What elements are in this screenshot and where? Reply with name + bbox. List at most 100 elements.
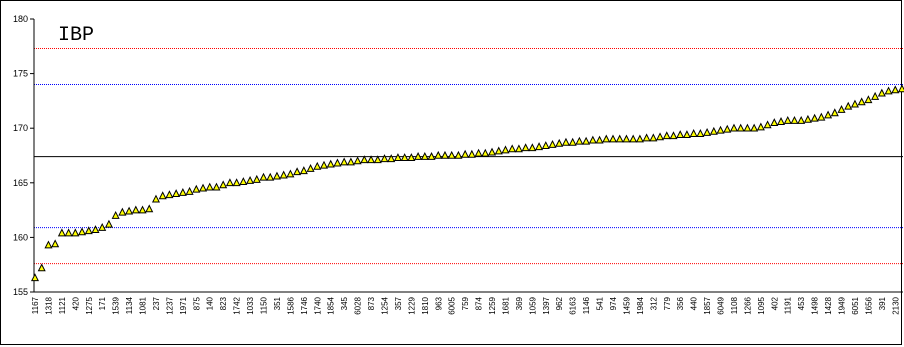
data-point	[481, 148, 490, 157]
data-point	[212, 182, 221, 191]
x-tick-label: 6051	[851, 296, 860, 314]
x-tick-label: 1586	[286, 296, 295, 314]
data-point	[91, 225, 100, 234]
data-point	[178, 188, 187, 196]
x-tick-label: 1108	[730, 296, 739, 314]
data-point	[84, 226, 93, 235]
data-point	[158, 191, 167, 200]
x-tick-label: 1949	[838, 296, 847, 314]
data-point	[326, 159, 335, 168]
data-point	[521, 143, 530, 152]
data-point	[252, 174, 261, 183]
data-point	[192, 184, 201, 193]
data-point	[474, 148, 483, 157]
data-point	[407, 153, 416, 161]
data-point	[434, 150, 443, 159]
y-tick-label: 170	[13, 123, 28, 133]
data-point	[151, 194, 160, 203]
x-tick-label: 453	[797, 296, 806, 310]
x-tick-label: 237	[152, 296, 161, 310]
data-point	[205, 182, 214, 191]
x-tick-label: 1397	[542, 296, 551, 314]
x-tick-label: 1059	[528, 296, 537, 314]
data-point	[508, 144, 517, 153]
data-point	[736, 123, 745, 132]
y-tick-label: 180	[13, 14, 28, 24]
data-point	[615, 134, 624, 143]
x-tick-label: 1254	[380, 296, 389, 314]
data-point	[461, 149, 470, 158]
data-point	[877, 88, 886, 97]
data-point	[78, 227, 87, 236]
title-background	[50, 20, 136, 48]
x-tick-label: 1498	[811, 296, 820, 314]
data-point	[703, 127, 712, 136]
x-tick-label: 2130	[891, 296, 900, 314]
data-point	[797, 115, 806, 124]
x-tick-label: 369	[515, 296, 524, 310]
x-tick-label: 873	[367, 296, 376, 310]
x-tick-label: 312	[649, 296, 658, 310]
data-point	[602, 134, 611, 143]
data-point	[608, 134, 618, 143]
x-tick-label: 345	[340, 296, 349, 310]
data-point	[353, 156, 362, 165]
x-tick-label: 402	[770, 296, 779, 310]
data-point	[682, 130, 691, 139]
x-tick-label: 1681	[501, 296, 510, 314]
data-point	[37, 263, 46, 272]
data-point	[642, 133, 651, 142]
data-point	[414, 151, 423, 160]
data-points	[30, 84, 904, 282]
x-tick-label: 1971	[179, 296, 188, 314]
data-point	[172, 189, 181, 198]
data-point	[219, 180, 228, 189]
data-point	[98, 222, 107, 231]
x-tick-label: 1033	[246, 296, 255, 314]
data-point	[777, 117, 786, 125]
data-point	[185, 186, 194, 195]
x-tick-label: 1810	[421, 296, 430, 314]
data-point	[488, 147, 497, 156]
data-point	[535, 142, 544, 151]
x-tick-label: 1134	[125, 296, 134, 314]
y-tick-label: 165	[13, 178, 28, 188]
x-tick-label: 1121	[58, 296, 67, 314]
data-point	[857, 97, 866, 106]
x-tick-label: 1459	[622, 296, 631, 314]
data-point	[830, 108, 839, 117]
data-point	[837, 105, 846, 113]
data-point	[723, 124, 732, 133]
data-point	[897, 84, 904, 93]
reference-lines	[34, 47, 903, 265]
data-point	[306, 163, 315, 172]
data-point	[548, 139, 557, 148]
data-point	[387, 154, 396, 163]
data-point	[850, 99, 859, 108]
data-point	[649, 133, 658, 142]
data-point	[138, 205, 147, 214]
data-point	[676, 130, 685, 139]
x-tick-label: 420	[71, 296, 80, 310]
data-point	[582, 136, 591, 145]
data-point	[104, 219, 113, 228]
data-point	[293, 167, 302, 176]
y-tick-label: 160	[13, 232, 28, 242]
data-point	[709, 126, 718, 135]
x-tick-label: 779	[663, 296, 672, 310]
x-tick-label: 357	[394, 296, 403, 310]
data-point	[57, 228, 66, 237]
data-point	[541, 141, 550, 149]
x-tick-label: 1854	[327, 296, 336, 314]
data-point	[891, 85, 900, 94]
data-point	[64, 228, 73, 237]
data-point	[743, 123, 752, 132]
data-point	[729, 123, 738, 132]
data-point	[790, 115, 799, 124]
y-tick-label: 175	[13, 69, 28, 79]
x-tick-label: 1229	[407, 296, 416, 314]
data-point	[824, 110, 833, 119]
data-point	[716, 125, 725, 134]
data-point	[656, 132, 665, 141]
data-point	[259, 172, 268, 181]
